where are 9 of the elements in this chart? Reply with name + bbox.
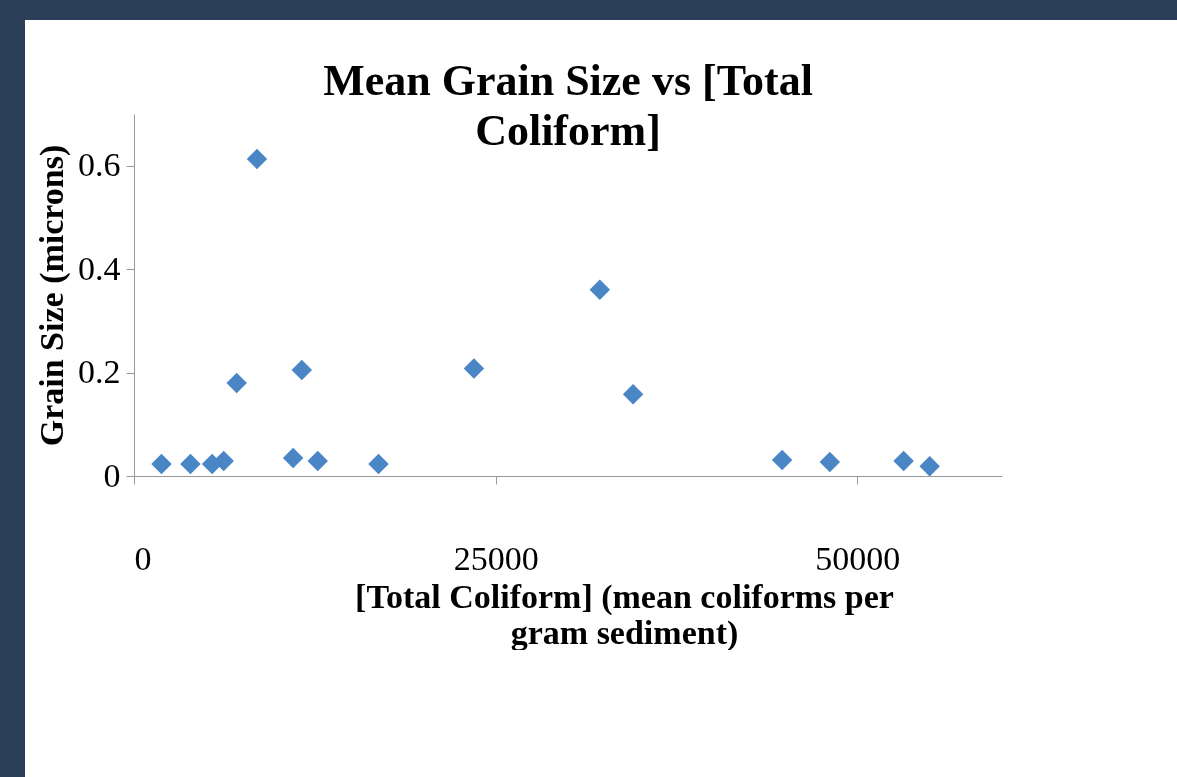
y-tick-label: 0.4 xyxy=(78,249,121,287)
chart-title: Mean Grain Size vs [Total Coliform] xyxy=(323,56,813,155)
y-tick-label: 0.6 xyxy=(78,146,121,184)
x-tick-label: 0 xyxy=(134,539,152,577)
y-axis-title: Grain Size (microns) xyxy=(33,144,71,447)
y-tick-label: 0.2 xyxy=(78,353,121,391)
x-tick-label: 50000 xyxy=(815,539,901,577)
x-tick-label: 25000 xyxy=(453,539,539,577)
y-tick-label: 0 xyxy=(103,456,121,494)
